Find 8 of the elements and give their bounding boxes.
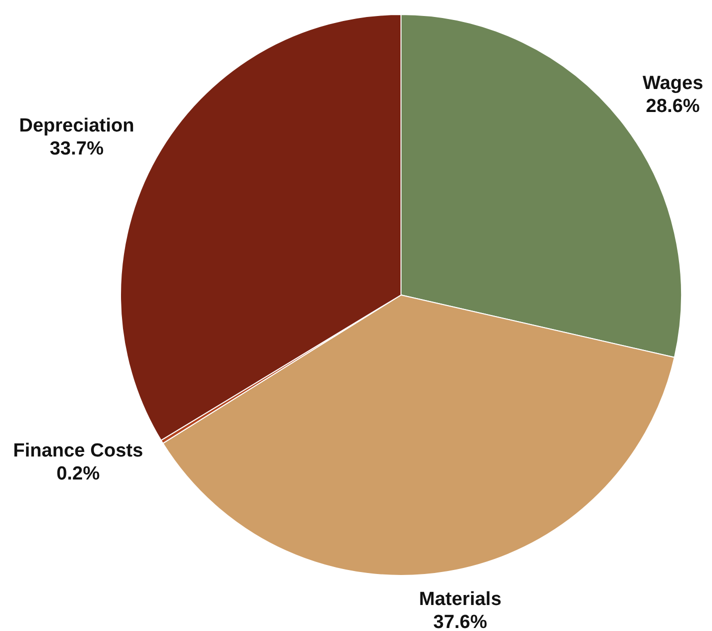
data-label: 0.2% [56, 463, 100, 484]
slice-label: Depreciation [19, 115, 134, 136]
slice-label: Finance Costs [13, 440, 144, 462]
data-label: 37.6% [433, 612, 488, 631]
slice-label: Materials [419, 588, 502, 610]
data-label: 28.6% [646, 96, 700, 117]
slice-label: Wages [642, 72, 704, 94]
data-label: 33.7% [50, 138, 104, 160]
